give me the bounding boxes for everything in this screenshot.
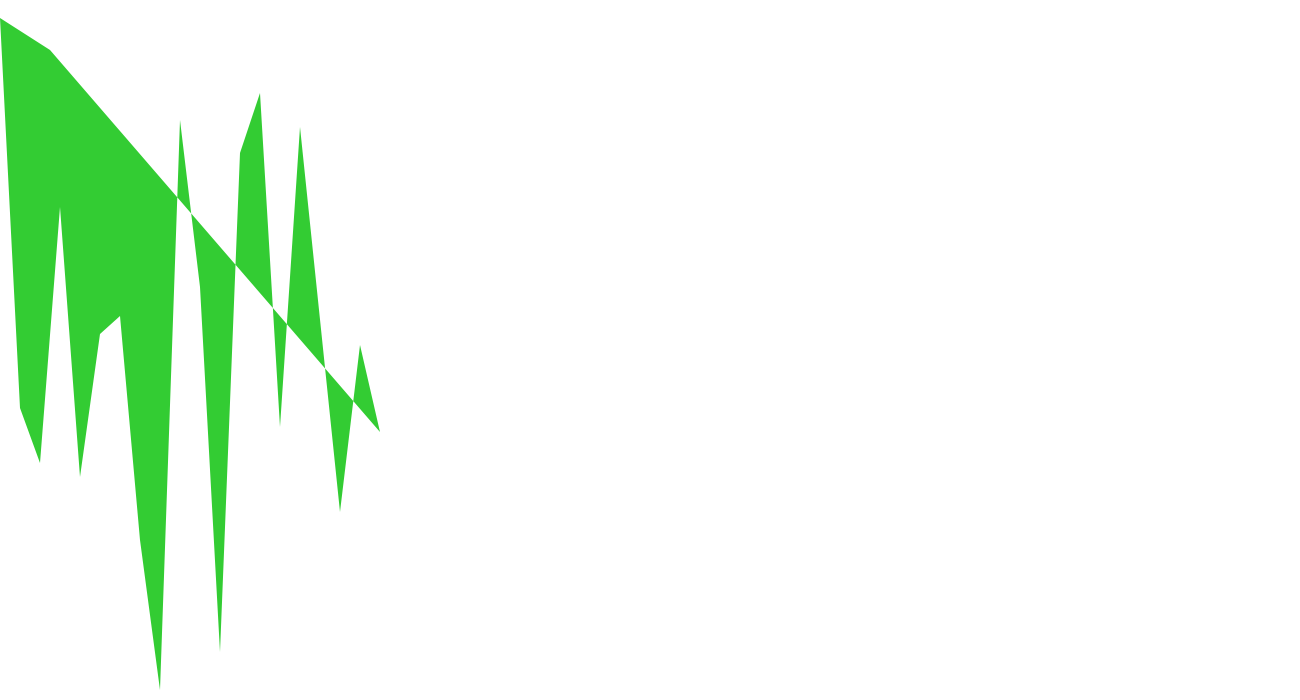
zigzag-polygon-shape xyxy=(0,18,380,690)
